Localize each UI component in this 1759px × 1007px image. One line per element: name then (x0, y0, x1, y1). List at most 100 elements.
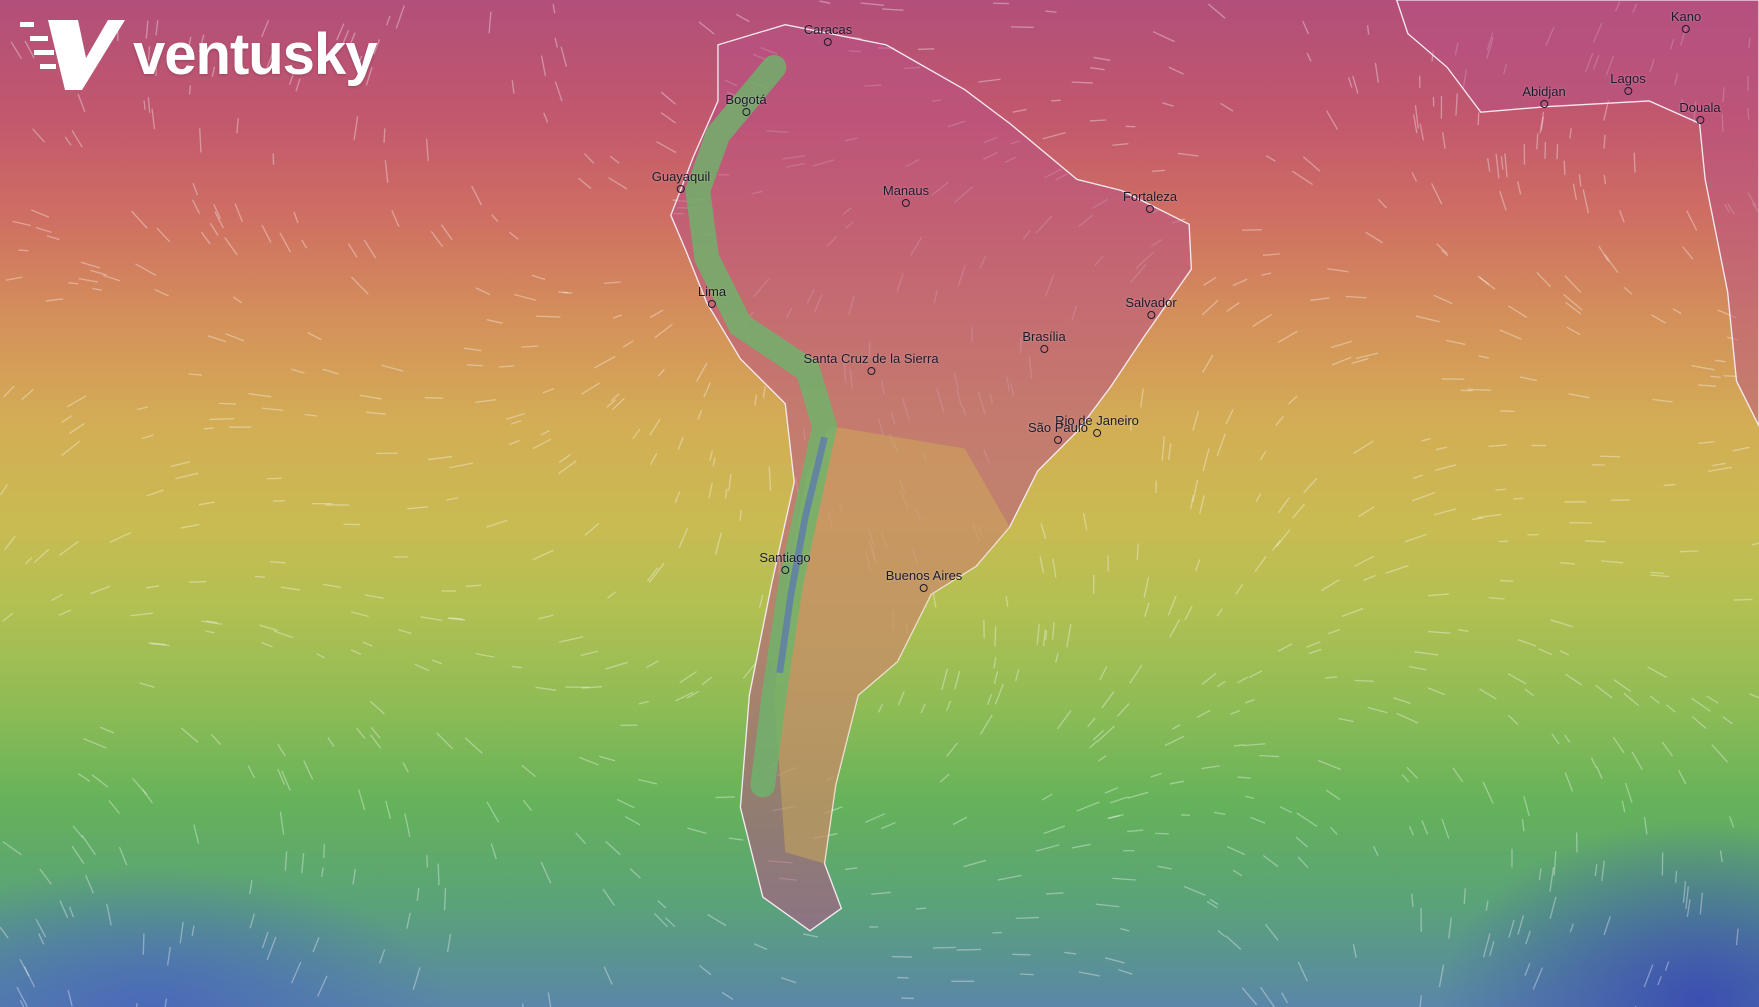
ventusky-logo[interactable]: ventusky (20, 16, 377, 92)
wind-streak (420, 616, 443, 622)
city-dot-icon (1695, 116, 1704, 124)
wind-streak (605, 840, 621, 856)
wind-streak (1324, 676, 1338, 679)
wind-streak (1321, 579, 1340, 592)
wind-streak (1082, 512, 1088, 531)
wind-streak (32, 128, 45, 143)
city-marker[interactable]: Salvador (1125, 295, 1177, 319)
wind-streak (1507, 672, 1527, 685)
wind-streak (135, 263, 157, 277)
wind-streak (1164, 735, 1185, 747)
wind-streak (436, 732, 454, 750)
wind-streak (1331, 356, 1352, 366)
wind-streak (1499, 190, 1507, 211)
city-marker[interactable]: Buenos Aires (886, 568, 962, 592)
wind-streak (364, 594, 384, 599)
andes-high-peaks (776, 436, 828, 674)
wind-streak (1162, 102, 1174, 107)
wind-streak (656, 141, 677, 154)
wind-streak (1237, 676, 1248, 684)
city-marker[interactable]: Lima (698, 284, 726, 308)
wind-streak (1042, 131, 1066, 140)
wind-streak (762, 385, 766, 398)
city-marker[interactable]: Douala (1679, 100, 1721, 124)
wind-streak (1538, 647, 1553, 656)
wind-streak (1035, 844, 1060, 852)
city-marker[interactable]: Bogotá (725, 92, 767, 116)
wind-streak (1241, 229, 1262, 231)
wind-streak (598, 755, 616, 762)
wind-streak (1248, 670, 1263, 679)
wind-streak (1674, 870, 1678, 883)
wind-streak (72, 825, 84, 839)
wind-streak (522, 799, 533, 812)
wind-streak (678, 528, 689, 549)
wind-streak (146, 489, 164, 497)
wind-streak (1325, 110, 1339, 130)
wind-streak (232, 296, 243, 304)
wind-streak (447, 617, 466, 621)
wind-streak (897, 691, 905, 706)
wind-streak (362, 641, 373, 647)
city-marker[interactable]: Manaus (883, 183, 929, 207)
city-marker[interactable]: Lagos (1610, 71, 1646, 95)
wind-streak (715, 796, 735, 799)
wind-streak (611, 397, 625, 411)
city-marker[interactable]: Rio de Janeiro (1055, 413, 1139, 437)
city-marker[interactable]: Brasília (1022, 329, 1066, 353)
wind-streak (64, 136, 72, 146)
wind-streak (535, 686, 557, 691)
wind-streak (1401, 774, 1410, 783)
wind-streak (1477, 513, 1502, 519)
wind-streak (1118, 968, 1133, 975)
wind-streak (1651, 314, 1667, 324)
wind-streak (610, 393, 620, 402)
wind-streak (381, 364, 404, 372)
wind-streak (1485, 900, 1489, 912)
wind-streak (1078, 971, 1100, 977)
wind-streak (1099, 665, 1108, 681)
wind-streak (1428, 593, 1449, 597)
city-marker[interactable]: Santa Cruz de la Sierra (803, 351, 939, 375)
wind-streak (370, 726, 381, 739)
wind-streak (1436, 243, 1448, 255)
wind-streak (657, 900, 667, 909)
wind-streak (1150, 772, 1162, 778)
city-marker[interactable]: Caracas (804, 22, 852, 46)
wind-streak (1467, 388, 1491, 391)
wind-streak (273, 630, 294, 639)
wind-streak (59, 900, 69, 918)
city-marker[interactable]: Kano (1671, 9, 1701, 33)
wind-streak (1112, 143, 1129, 146)
wind-streak (68, 906, 75, 918)
city-marker[interactable]: Guayaquil (652, 169, 710, 193)
wind-streak (316, 975, 328, 997)
wind-streak (189, 580, 207, 583)
city-marker[interactable]: Fortaleza (1123, 189, 1177, 213)
wind-streak (2, 385, 15, 398)
city-marker[interactable]: São Paulo (1028, 420, 1088, 444)
city-dot-icon (1145, 205, 1154, 213)
wind-streak (583, 153, 595, 164)
wind-streak (584, 522, 600, 536)
city-marker[interactable]: Santiago (759, 550, 811, 574)
wind-streak (1152, 30, 1175, 43)
wind-streak (1297, 856, 1309, 868)
wind-streak (356, 727, 366, 740)
wind-streak (1296, 812, 1318, 828)
wind-streak (341, 29, 350, 46)
wind-streak (558, 460, 577, 475)
city-marker[interactable]: Abidjan (1522, 84, 1566, 108)
wind-streak (464, 737, 483, 754)
wind-streak (1226, 301, 1240, 313)
wind-streak (674, 491, 681, 504)
wind-streak (68, 422, 85, 435)
wind-streak (198, 501, 215, 506)
wind-streak (1661, 741, 1674, 757)
wind-streak (1235, 584, 1244, 595)
wind-streak (1690, 697, 1711, 712)
wind-streak (1643, 817, 1648, 835)
wind-streak (437, 863, 440, 886)
wind-streak (1354, 679, 1374, 682)
